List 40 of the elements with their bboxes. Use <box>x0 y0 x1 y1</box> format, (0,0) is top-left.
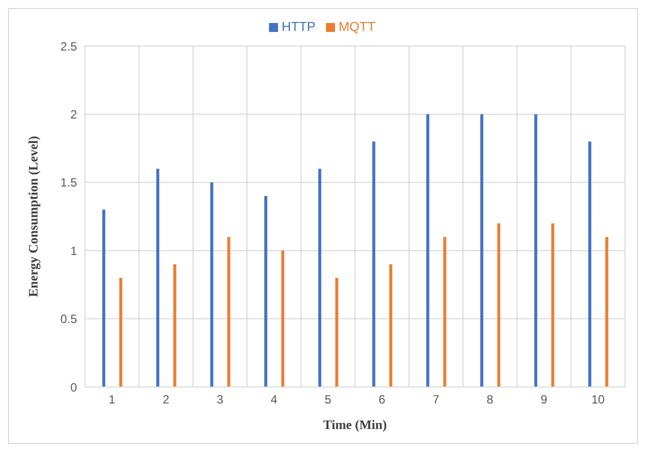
bar <box>173 264 176 387</box>
bar <box>227 236 230 387</box>
x-tick-label: 6 <box>378 392 386 407</box>
y-axis-title: Energy Consumption (Level) <box>26 136 41 298</box>
bar <box>551 223 554 387</box>
y-tick-label: 0.5 <box>60 312 78 326</box>
bar <box>335 278 338 387</box>
x-tick-label: 9 <box>540 392 548 407</box>
legend-label: MQTT <box>338 19 376 34</box>
x-tick-label: 3 <box>216 392 224 407</box>
legend-label: HTTP <box>282 19 316 34</box>
bar <box>480 114 484 387</box>
y-tick-label: 0 <box>70 380 78 394</box>
bar <box>497 223 500 387</box>
bar <box>119 278 122 387</box>
bar <box>443 236 446 387</box>
x-tick-label: 2 <box>162 392 170 407</box>
x-tick-label: 5 <box>324 392 332 407</box>
x-axis-title: Time (Min) <box>323 417 387 432</box>
y-tick-label: 1.5 <box>60 176 78 190</box>
bar <box>372 141 376 387</box>
x-tick-label: 4 <box>270 392 278 407</box>
bar <box>264 196 268 387</box>
x-tick-label: 8 <box>486 392 494 407</box>
y-tick-label: 2 <box>70 107 78 122</box>
bar <box>102 210 106 387</box>
bar <box>605 236 608 387</box>
y-tick-label: 2.5 <box>60 39 78 54</box>
bar <box>389 264 392 387</box>
bar <box>210 182 214 387</box>
y-tick-label: 1 <box>70 244 78 258</box>
bar <box>156 168 160 387</box>
x-tick-label: 1 <box>108 392 116 407</box>
bar <box>426 114 430 387</box>
x-tick-label: 10 <box>591 392 605 407</box>
x-tick-label: 7 <box>432 392 440 407</box>
bar <box>318 168 322 387</box>
bar <box>588 141 592 387</box>
bar <box>281 250 284 387</box>
bar <box>534 114 538 387</box>
